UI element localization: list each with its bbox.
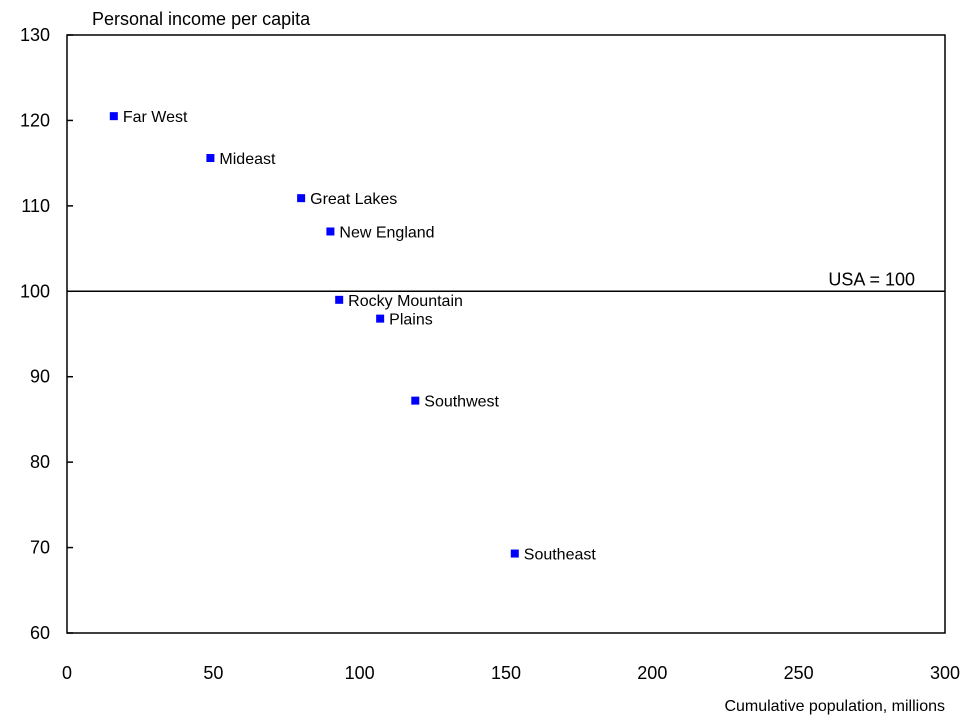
reference-line-label: USA = 100 <box>828 269 915 289</box>
data-point-label: Rocky Mountain <box>348 293 463 310</box>
x-tick-label: 250 <box>784 663 814 683</box>
data-point <box>109 112 118 121</box>
data-points: Far West Mideast Great Lakes New England Roc… <box>109 109 597 564</box>
y-tick-label: 130 <box>20 25 50 45</box>
data-point-label: Plains <box>389 312 433 329</box>
data-point <box>326 227 335 236</box>
y-axis-title: Personal income per capita <box>92 9 311 29</box>
data-point-label: Great Lakes <box>310 191 397 208</box>
x-tick-label: 0 <box>62 663 72 683</box>
y-tick-label: 60 <box>30 623 50 643</box>
data-point <box>411 396 420 405</box>
x-tick-label: 50 <box>203 663 223 683</box>
y-tick-label: 110 <box>21 196 50 216</box>
data-point-label: New England <box>339 224 434 241</box>
data-point-label: Mideast <box>219 151 276 168</box>
data-point-label: Southwest <box>424 394 499 411</box>
data-point <box>510 549 519 558</box>
x-tick-label: 100 <box>345 663 375 683</box>
y-tick-label: 100 <box>20 281 50 301</box>
data-point <box>297 194 306 203</box>
y-tick-label: 70 <box>30 538 50 558</box>
data-point-label: Far West <box>123 109 188 126</box>
y-axis: 60 70 80 90 100 110 120 130 <box>20 25 73 643</box>
data-point <box>376 314 385 323</box>
x-tick-label: 150 <box>491 663 521 683</box>
plot-frame <box>66 34 946 634</box>
data-point <box>335 295 344 304</box>
data-point <box>206 154 215 163</box>
data-point-label: Southeast <box>524 547 597 564</box>
x-tick-label: 200 <box>637 663 667 683</box>
x-tick-label: 300 <box>930 663 960 683</box>
y-tick-label: 80 <box>30 452 50 472</box>
x-axis-title: Cumulative population, millions <box>724 698 945 715</box>
y-tick-label: 90 <box>30 367 50 387</box>
y-tick-label: 120 <box>20 110 50 130</box>
x-axis: 0 50 100 150 200 250 300 <box>62 663 960 683</box>
